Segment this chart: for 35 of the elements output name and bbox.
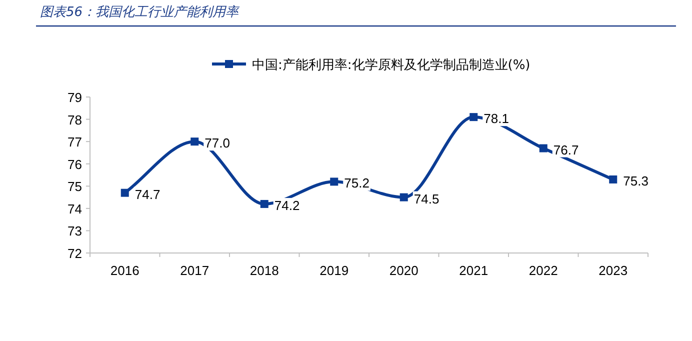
point — [400, 193, 408, 202]
legend-label: 中国:产能利用率:化学原料及化学制品制造业(%) — [252, 57, 530, 73]
y-tick-label: 79 — [68, 90, 82, 105]
data-label: 75.2 — [344, 176, 370, 191]
data-label: 74.5 — [414, 191, 440, 206]
data-label: 78.1 — [484, 111, 509, 126]
y-tick-label: 78 — [68, 112, 82, 128]
x-tick-label: 2018 — [250, 263, 279, 278]
data-label: 77.0 — [204, 136, 230, 151]
point — [120, 188, 129, 197]
point — [539, 144, 548, 152]
y-tick-label: 75 — [68, 179, 82, 194]
y-tick-label: 74 — [68, 201, 82, 216]
data-label: 74.7 — [134, 186, 160, 202]
legend: 中国:产能利用率:化学原料及化学制品制造业(%) — [212, 58, 530, 73]
x-tick-label: 2022 — [528, 263, 558, 278]
x-tick-label: 2023 — [598, 263, 628, 278]
x-tick-label: 2016 — [110, 263, 140, 278]
x-tick-label: 2021 — [459, 263, 488, 278]
x-tick-label: 2017 — [180, 263, 210, 278]
point — [260, 200, 268, 208]
data-label: 74.2 — [274, 198, 300, 213]
y-tick-label: 72 — [68, 246, 82, 261]
point — [330, 178, 338, 186]
data-label: 75.3 — [623, 173, 648, 188]
x-tick-label: 2020 — [389, 263, 418, 278]
y-tick-label: 76 — [68, 156, 82, 172]
point — [190, 138, 199, 146]
data-label: 76.7 — [553, 142, 579, 158]
y-tick-label: 73 — [68, 224, 82, 239]
point — [609, 175, 618, 184]
x-tick-label: 2019 — [320, 263, 349, 278]
point — [470, 113, 478, 122]
y-tick-label: 77 — [68, 134, 82, 150]
chart-title: 图表56：我国化工行业产能利用率 — [40, 4, 241, 20]
